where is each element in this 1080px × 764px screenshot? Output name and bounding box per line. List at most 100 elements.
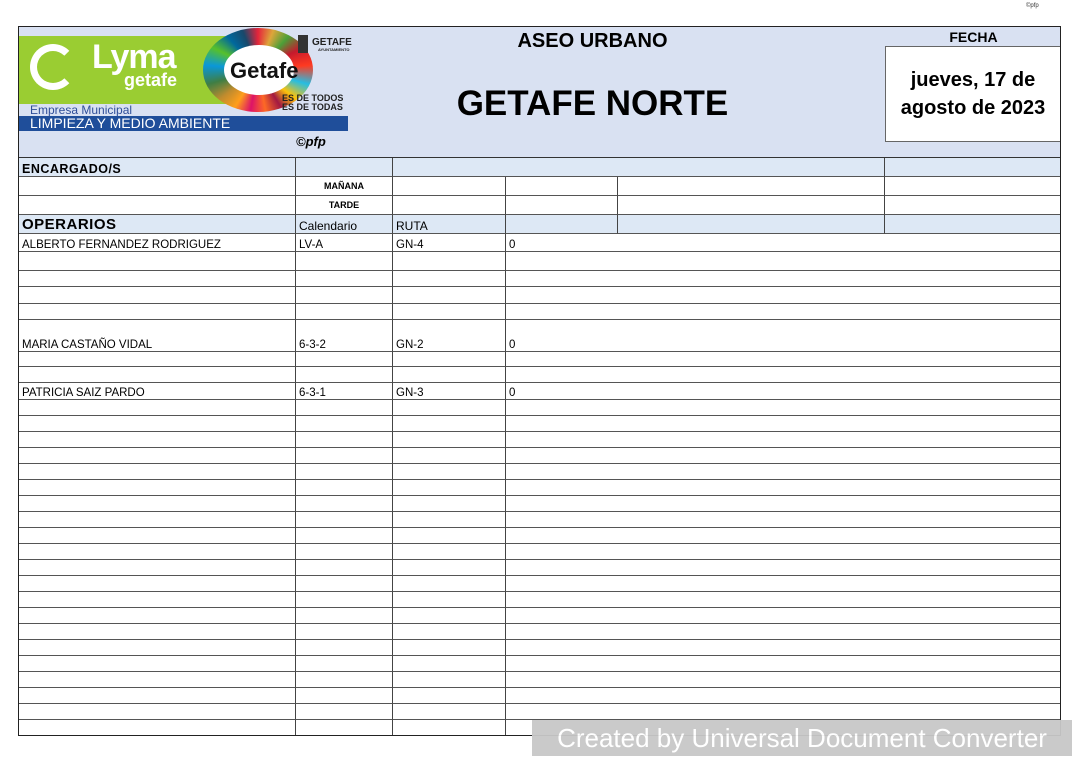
operario-name[interactable] [19, 608, 296, 624]
operario-ruta[interactable] [393, 464, 506, 480]
shift-cell[interactable] [506, 196, 618, 215]
operario-calendario[interactable] [296, 544, 393, 560]
operario-ruta[interactable] [393, 624, 506, 640]
operario-ruta[interactable] [393, 448, 506, 464]
operario-name[interactable] [19, 704, 296, 720]
operario-ruta[interactable] [393, 704, 506, 720]
operario-calendario[interactable] [296, 352, 393, 367]
operario-name[interactable] [19, 688, 296, 704]
operario-name[interactable]: PATRICIA SAIZ PARDO [19, 383, 296, 400]
operario-name[interactable] [19, 592, 296, 608]
operario-calendario[interactable]: 6-3-2 [296, 320, 393, 352]
department-bar: LIMPIEZA Y MEDIO AMBIENTE [19, 116, 348, 131]
operario-ruta[interactable] [393, 640, 506, 656]
operario-calendario[interactable] [296, 576, 393, 592]
operario-name[interactable] [19, 576, 296, 592]
encargado-cell[interactable] [296, 158, 393, 177]
operario-ruta[interactable] [393, 528, 506, 544]
operario-calendario[interactable] [296, 512, 393, 528]
operario-ruta[interactable] [393, 432, 506, 448]
operario-ruta[interactable] [393, 688, 506, 704]
operario-name[interactable] [19, 544, 296, 560]
operario-name[interactable] [19, 367, 296, 383]
encargado-name-cell[interactable] [19, 177, 296, 196]
operario-name[interactable] [19, 287, 296, 304]
operario-calendario[interactable] [296, 304, 393, 320]
operario-calendario[interactable] [296, 496, 393, 512]
operario-name[interactable] [19, 560, 296, 576]
operario-ruta[interactable] [393, 304, 506, 320]
encargado-cell[interactable] [393, 158, 885, 177]
operario-ruta[interactable] [393, 480, 506, 496]
operario-calendario[interactable] [296, 432, 393, 448]
operario-calendario[interactable] [296, 416, 393, 432]
operario-ruta[interactable] [393, 560, 506, 576]
operario-ruta[interactable] [393, 656, 506, 672]
operario-ruta[interactable] [393, 512, 506, 528]
operario-name[interactable] [19, 252, 296, 271]
operario-ruta[interactable] [393, 672, 506, 688]
operario-ruta[interactable] [393, 252, 506, 271]
operario-calendario[interactable] [296, 480, 393, 496]
operario-name[interactable]: MARIA CASTAÑO VIDAL [19, 320, 296, 352]
shift-cell[interactable] [393, 177, 506, 196]
operario-calendario[interactable] [296, 367, 393, 383]
operario-ruta[interactable] [393, 287, 506, 304]
operario-name[interactable] [19, 528, 296, 544]
operario-name[interactable] [19, 640, 296, 656]
operario-name[interactable] [19, 480, 296, 496]
operario-calendario[interactable] [296, 656, 393, 672]
operario-calendario[interactable] [296, 688, 393, 704]
copyright-label: ©pfp [296, 134, 326, 149]
operario-name[interactable] [19, 271, 296, 287]
operario-name[interactable] [19, 672, 296, 688]
operario-name[interactable] [19, 656, 296, 672]
operario-ruta[interactable]: GN-4 [393, 234, 506, 252]
operario-calendario[interactable] [296, 400, 393, 416]
operario-calendario[interactable] [296, 252, 393, 271]
operario-calendario[interactable] [296, 704, 393, 720]
operario-ruta[interactable] [393, 608, 506, 624]
operario-calendario[interactable] [296, 560, 393, 576]
operario-calendario[interactable] [296, 640, 393, 656]
operario-calendario[interactable] [296, 608, 393, 624]
operario-name[interactable] [19, 624, 296, 640]
operario-name[interactable] [19, 432, 296, 448]
operario-calendario[interactable] [296, 287, 393, 304]
operario-name[interactable] [19, 512, 296, 528]
operario-calendario[interactable] [296, 464, 393, 480]
operario-calendario[interactable]: 6-3-1 [296, 383, 393, 400]
operario-ruta[interactable] [393, 592, 506, 608]
shift-cell[interactable] [618, 177, 885, 196]
operario-calendario[interactable] [296, 624, 393, 640]
operario-ruta[interactable] [393, 576, 506, 592]
operario-calendario[interactable]: LV-A [296, 234, 393, 252]
operario-name[interactable] [19, 464, 296, 480]
operario-ruta[interactable] [393, 271, 506, 287]
shift-cell[interactable] [393, 196, 506, 215]
operario-ruta[interactable]: GN-3 [393, 383, 506, 400]
operario-ruta[interactable]: GN-2 [393, 320, 506, 352]
operario-name[interactable] [19, 352, 296, 367]
operario-calendario[interactable] [296, 528, 393, 544]
operario-ruta[interactable] [393, 416, 506, 432]
operario-ruta[interactable] [393, 544, 506, 560]
operario-name[interactable] [19, 496, 296, 512]
encargado-name-cell[interactable] [19, 196, 296, 215]
operario-name[interactable] [19, 304, 296, 320]
operario-ruta[interactable] [393, 496, 506, 512]
operario-name[interactable] [19, 400, 296, 416]
shift-cell[interactable] [506, 177, 618, 196]
operario-calendario[interactable] [296, 448, 393, 464]
operario-ruta[interactable] [393, 352, 506, 367]
operario-calendario[interactable] [296, 592, 393, 608]
shift-cell[interactable] [618, 196, 885, 215]
operario-calendario[interactable] [296, 271, 393, 287]
operario-calendario[interactable] [296, 672, 393, 688]
operario-name[interactable]: ALBERTO FERNANDEZ RODRIGUEZ [19, 234, 296, 252]
operario-ruta[interactable] [393, 367, 506, 383]
operario-name[interactable] [19, 448, 296, 464]
fecha-line-1: jueves, 17 de [910, 69, 1036, 91]
operario-name[interactable] [19, 416, 296, 432]
operario-ruta[interactable] [393, 400, 506, 416]
